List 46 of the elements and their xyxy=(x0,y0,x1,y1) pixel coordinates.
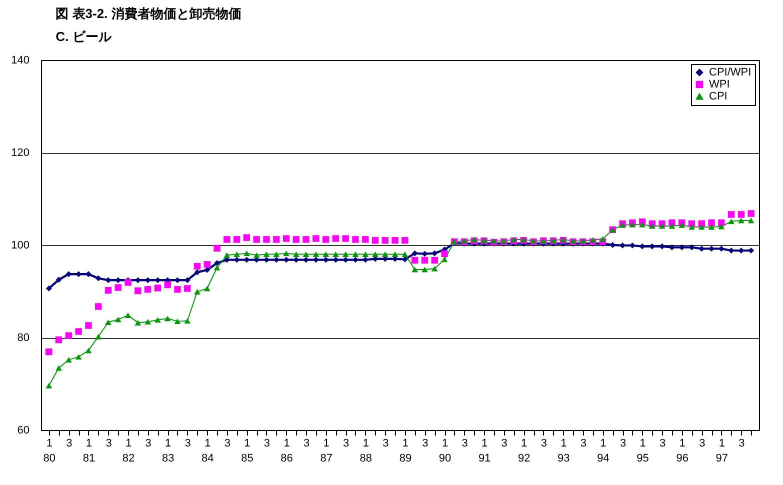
x-tick-label: 3 xyxy=(106,438,112,450)
x-tick-label: 1 91 xyxy=(478,438,491,464)
x-tick-label: 3 xyxy=(184,438,191,450)
x-tick-label: 1 88 xyxy=(360,438,372,464)
chart-subtitle: C. ビール xyxy=(56,29,112,44)
x-tick-label: 3 xyxy=(462,438,468,450)
y-tick-label: 120 xyxy=(11,147,30,159)
x-tick-label: 3 xyxy=(738,438,745,450)
x-tick-label: 1 84 xyxy=(202,438,214,464)
x-tick-label: 3 xyxy=(501,438,508,450)
x-tick-label: 1 90 xyxy=(438,438,452,464)
legend-label: CPI/WPI xyxy=(709,66,752,78)
y-tick-label: 100 xyxy=(11,240,30,252)
x-tick-label: 3 xyxy=(620,438,626,450)
y-tick-label: 80 xyxy=(17,332,30,344)
x-tick-label: 3 xyxy=(422,438,428,450)
x-tick-label: 1 87 xyxy=(320,438,332,464)
x-tick-label: 3 xyxy=(264,438,270,450)
x-tick-label: 1 96 xyxy=(676,438,688,464)
x-tick-label: 1 81 xyxy=(82,438,96,464)
y-tick-label: 60 xyxy=(17,424,30,436)
x-tick-label: 1 92 xyxy=(518,438,530,464)
x-tick-label: 3 xyxy=(224,438,230,450)
x-tick-label: 1 94 xyxy=(597,438,610,464)
x-tick-label: 1 80 xyxy=(43,438,56,464)
x-tick-label: 3 xyxy=(540,438,547,450)
x-tick-label: 1 97 xyxy=(716,438,728,464)
legend-label: CPI xyxy=(709,90,728,102)
x-tick-label: 1 89 xyxy=(399,438,412,464)
x-tick-label: 3 xyxy=(580,438,587,450)
x-tick-label: 3 xyxy=(66,438,72,450)
x-tick-label: 1 86 xyxy=(280,438,293,464)
x-tick-label: 3 xyxy=(303,438,310,450)
x-tick-label: 1 93 xyxy=(558,438,570,464)
x-tick-label: 3 xyxy=(660,438,666,450)
x-tick-label: 3 xyxy=(699,438,706,450)
x-tick-label: 3 xyxy=(145,438,152,450)
chart-title: 図 表3-2. 消費者物価と卸売物価 xyxy=(56,6,242,21)
legend-label: WPI xyxy=(709,78,730,90)
x-tick-label: 1 83 xyxy=(162,438,174,464)
x-tick-label: 1 82 xyxy=(122,438,135,464)
x-tick-label: 1 95 xyxy=(636,438,649,464)
y-tick-label: 140 xyxy=(11,54,30,66)
x-tick-label: 1 85 xyxy=(241,438,254,464)
x-tick-label: 3 xyxy=(382,438,389,450)
x-tick-label: 3 xyxy=(343,438,350,450)
